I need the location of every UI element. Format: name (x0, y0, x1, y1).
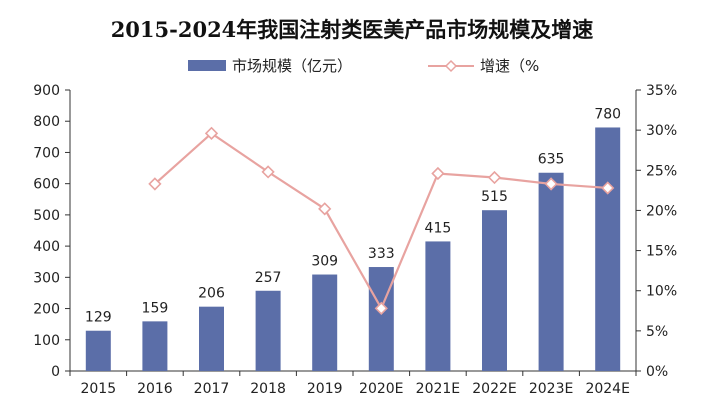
bar-value-label: 129 (85, 310, 112, 326)
x-tick-label: 2015 (80, 381, 116, 397)
growth-point (148, 177, 162, 191)
bar (595, 127, 621, 371)
bar-value-label: 257 (255, 270, 282, 286)
x-tick-label: 2019 (307, 381, 343, 397)
y-right-tick-label: 20% (646, 203, 677, 219)
y-left-tick-label: 100 (33, 333, 60, 349)
x-tick-label: 2023E (529, 381, 573, 397)
legend-marker-line (444, 59, 458, 73)
legend-label-line: 增速（% (480, 57, 539, 75)
x-tick-label: 2022E (472, 381, 516, 397)
bar-value-label: 309 (311, 254, 338, 270)
growth-point (544, 177, 558, 191)
bar-value-label: 333 (368, 246, 395, 262)
y-left-tick-label: 200 (33, 302, 60, 318)
chart-title: 2015-2024年我国注射类医美产品市场规模及增速 (111, 17, 594, 42)
growth-point (487, 170, 502, 185)
bar (85, 330, 111, 371)
y-right-tick-label: 10% (646, 284, 677, 300)
x-tick-label: 2017 (194, 381, 230, 397)
y-left-tick-label: 0 (51, 364, 60, 380)
y-right-tick-label: 25% (646, 163, 677, 179)
bar (199, 306, 224, 371)
bar (538, 172, 564, 371)
growth-line (148, 126, 615, 316)
axes: 0 100 200 300 400 500 600 700 800 900 0% 5% 10% 15% 20… (33, 83, 677, 397)
growth-point (431, 166, 445, 181)
y-left-tick-label: 800 (33, 114, 60, 130)
y-left-tick-label: 300 (33, 270, 60, 286)
growth-point (261, 165, 275, 179)
bar-value-label: 415 (425, 220, 452, 236)
bar (312, 274, 338, 371)
y-left-tick-label: 400 (33, 239, 60, 255)
y-left-tick-label: 900 (33, 83, 60, 99)
x-tick-label: 2024E (585, 381, 629, 397)
growth-point (374, 301, 388, 316)
bar-value-label: 159 (142, 300, 169, 316)
bar (425, 241, 451, 371)
bar-value-label: 206 (198, 286, 225, 302)
y-left-tick-label: 600 (33, 177, 60, 193)
y-right-tick-label: 0% (646, 364, 668, 380)
x-tick-label: 2020E (359, 381, 403, 397)
y-right-tick-label: 5% (646, 324, 668, 340)
x-tick-label: 2018 (250, 381, 286, 397)
y-right-tick-label: 35% (646, 83, 677, 99)
x-tick-label: 2016 (137, 381, 173, 397)
bar-value-label: 515 (481, 189, 508, 205)
y-right-tick-label: 15% (646, 244, 677, 260)
bar (255, 290, 281, 371)
legend-swatch-bar (188, 60, 226, 71)
bar-value-label: 780 (594, 106, 621, 122)
growth-point (601, 181, 615, 195)
growth-point (204, 126, 219, 140)
labels: 129 159 206 257 309 333 415 515 635 780 (85, 106, 621, 325)
x-tick-label: 2021E (416, 381, 460, 397)
bar (368, 267, 394, 371)
legend: 市场规模（亿元） 增速（% (188, 57, 539, 75)
growth-point (318, 202, 332, 216)
bar (482, 210, 507, 371)
y-left-tick-label: 500 (33, 208, 60, 224)
legend-label-bar: 市场规模（亿元） (232, 57, 352, 75)
bar (142, 321, 168, 371)
y-left-tick-label: 700 (33, 145, 60, 161)
bar-value-label: 635 (538, 152, 565, 168)
y-right-tick-label: 30% (646, 123, 677, 139)
bars (85, 127, 621, 371)
